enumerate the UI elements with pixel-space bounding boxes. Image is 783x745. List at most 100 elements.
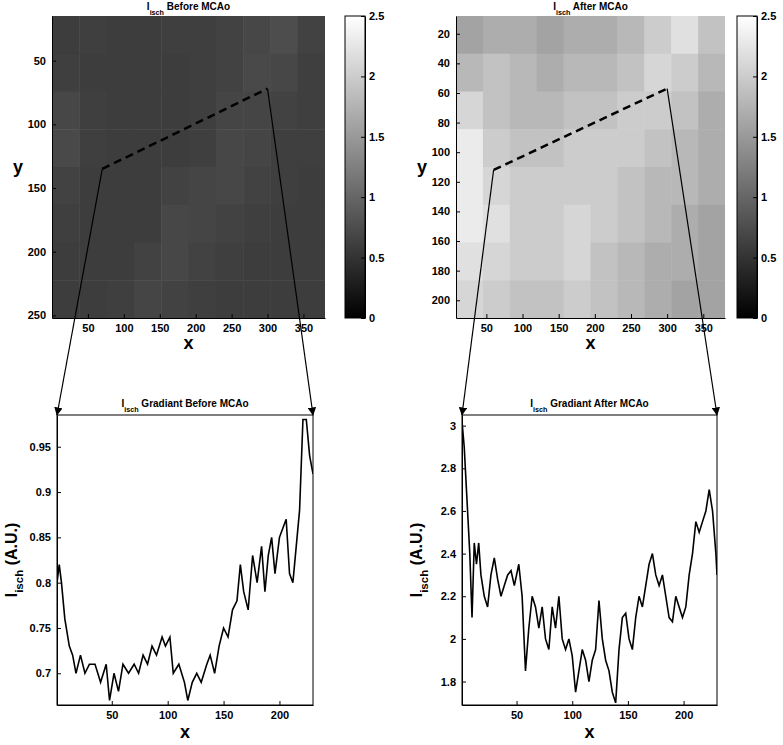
axis-line [365, 17, 366, 319]
heat-cell [79, 205, 107, 243]
data-line [462, 421, 717, 702]
tick: 50 [82, 314, 94, 334]
heat-cell [456, 129, 483, 167]
axis-line [58, 705, 314, 706]
tick: 100 [564, 701, 582, 721]
y-label: y [417, 157, 427, 177]
tick: 1.5 [361, 131, 384, 143]
tick-label: 350 [295, 322, 313, 334]
heat-cell [510, 129, 537, 167]
heat-cell [189, 16, 217, 54]
tick: 40 [438, 57, 460, 69]
tick-mark [595, 314, 596, 318]
tick: 0 [753, 312, 767, 324]
tick-label: 2.4 [441, 548, 457, 560]
heat-cell [671, 54, 698, 92]
x-label: x [585, 333, 595, 353]
heat-cell [298, 129, 325, 167]
x-axis: 50100150200250300350 [457, 314, 726, 334]
tick-mark [361, 258, 365, 259]
heat-cell [52, 54, 80, 92]
heat-cell [79, 129, 107, 167]
data-line [57, 420, 313, 701]
heat-cell [617, 167, 644, 205]
heat-cell [189, 280, 217, 318]
heat-cell [243, 205, 271, 243]
tick: 50 [106, 701, 118, 721]
tick-label: 150 [151, 322, 169, 334]
tick-mark [456, 93, 460, 94]
tick: 2.4 [441, 548, 466, 560]
tick-label: 300 [658, 322, 676, 334]
x-label: x [183, 333, 193, 353]
tick: 0.5 [361, 252, 384, 264]
tick-mark [361, 76, 365, 77]
tick-mark [124, 314, 125, 318]
heat-cell [564, 16, 591, 54]
tick: 2.8 [441, 462, 466, 474]
title: Iisch Before MCAo [147, 1, 230, 17]
tick-label: 0.95 [30, 441, 51, 453]
tick-label: 2.6 [441, 505, 456, 517]
heat-cell [510, 280, 537, 318]
heat-cell [644, 280, 671, 318]
tick-mark [57, 537, 61, 538]
heat-cell [617, 54, 644, 92]
tick: 50 [34, 55, 56, 67]
colorbar: 00.511.522.5 [345, 10, 384, 324]
heat-cell [698, 92, 725, 130]
heat-cell [564, 280, 591, 318]
tick-mark [361, 318, 365, 319]
tick-label: 0 [369, 312, 375, 324]
tick-mark [57, 628, 61, 629]
heat-cell [483, 16, 510, 54]
tick: 0.8 [36, 577, 61, 589]
figure: 5010015020025030035050100150200250Iisch … [0, 0, 783, 745]
heat-cell [483, 92, 510, 130]
title-part: (A.U.) [3, 523, 20, 570]
tick-label: 200 [586, 322, 604, 334]
heat-cell [298, 92, 325, 130]
heat-cell [134, 167, 162, 205]
tick-label: 200 [271, 709, 289, 721]
frame [57, 415, 313, 705]
profile-line [102, 89, 267, 169]
heat-cell [617, 16, 644, 54]
heat-cell [52, 129, 80, 167]
heat-cell [216, 16, 244, 54]
heat-cell [216, 243, 244, 281]
tick: 1.5 [753, 131, 776, 143]
tick-mark [268, 314, 269, 318]
plot-area [462, 421, 717, 702]
axis-line [456, 17, 457, 319]
heat-cell [134, 16, 162, 54]
tick-mark [703, 314, 704, 318]
heat-cell [298, 16, 325, 54]
tick: 120 [432, 176, 460, 188]
heat-cell [79, 54, 107, 92]
tick-label: 60 [438, 87, 450, 99]
heat-cell [243, 129, 271, 167]
heat-cell [298, 280, 325, 318]
heat-cell [79, 92, 107, 130]
heat-cell [52, 167, 80, 205]
tick-mark [753, 258, 757, 259]
tick-mark [52, 61, 56, 62]
x-axis: 50100150200250300350 [53, 314, 326, 334]
heat-cell [79, 280, 107, 318]
tick-mark [52, 124, 56, 125]
x-label: x [584, 722, 594, 742]
tick-mark [628, 701, 629, 705]
heat-cell [52, 92, 80, 130]
tick-mark [232, 314, 233, 318]
title: Iisch (A.U.) [408, 523, 430, 598]
tick: 250 [28, 309, 56, 321]
heat-cell [564, 92, 591, 130]
heat-cell [79, 243, 107, 281]
tick: 200 [432, 294, 460, 306]
tick-label: 150 [550, 322, 568, 334]
tick: 2.2 [441, 590, 466, 602]
heat-cell [591, 205, 618, 243]
heat-cell [107, 16, 135, 54]
tick-mark [52, 252, 56, 253]
